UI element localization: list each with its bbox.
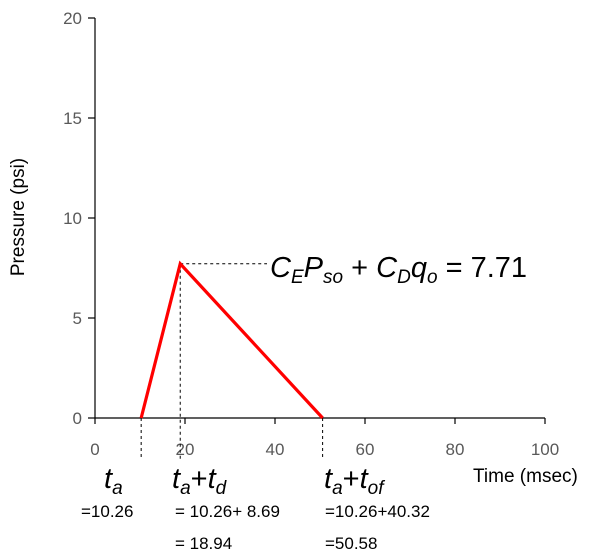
annotation-symbol: o xyxy=(427,267,438,288)
y-tick-label: 15 xyxy=(63,109,82,128)
tof-value-line-2: =50.58 xyxy=(325,534,377,553)
annotation-symbol: + xyxy=(191,463,208,495)
ta-value-line-1: =10.26 xyxy=(81,502,133,521)
x-tick-label: 60 xyxy=(356,440,375,459)
annotation-symbol: C xyxy=(376,252,398,284)
annotation-symbol: a xyxy=(180,478,191,499)
y-tick-label: 10 xyxy=(63,209,82,228)
x-tick-label: 20 xyxy=(176,440,195,459)
ta-annotation-label: ta xyxy=(104,463,123,499)
tof-annotation-label: ta+tof xyxy=(324,463,385,499)
x-tick-label: 0 xyxy=(90,440,99,459)
annotation-symbol: t xyxy=(324,463,334,495)
annotation-symbol: of xyxy=(368,478,386,499)
x-axis-title: Time (msec) xyxy=(473,466,578,487)
annotation-symbol: a xyxy=(112,478,123,499)
y-axis-title: Pressure (psi) xyxy=(8,158,29,276)
x-tick-label: 40 xyxy=(266,440,285,459)
y-axis-ticks: 0 5 10 15 20 xyxy=(63,9,95,428)
y-tick-label: 20 xyxy=(63,9,82,28)
annotation-symbol: + xyxy=(343,252,376,284)
tof-value-line-1: =10.26+40.32 xyxy=(325,502,430,521)
annotation-symbol: so xyxy=(323,267,343,288)
y-tick-label: 5 xyxy=(73,309,82,328)
annotation-symbol: a xyxy=(332,478,343,499)
x-axis-ticks: 0 20 40 60 80 100 xyxy=(90,418,559,459)
annotation-symbol: + xyxy=(343,463,360,495)
annotation-symbol: d xyxy=(216,478,228,499)
x-tick-label: 80 xyxy=(446,440,465,459)
x-tick-label: 100 xyxy=(531,440,559,459)
annotation-symbol: t xyxy=(172,463,182,495)
annotation-symbol: P xyxy=(304,252,324,284)
annotation-symbol: = 7.71 xyxy=(438,252,528,284)
annotation-symbol: q xyxy=(411,252,427,284)
annotation-symbol: E xyxy=(291,267,304,288)
annotation-guides xyxy=(140,263,324,460)
annotation-symbol: t xyxy=(360,463,370,495)
annotation-symbol: t xyxy=(208,463,218,495)
td-value-line-1: = 10.26+ 8.69 xyxy=(175,502,280,521)
annotation-symbol: D xyxy=(397,267,411,288)
annotation-symbol: C xyxy=(270,252,292,284)
td-value-line-2: = 18.94 xyxy=(175,534,232,553)
td-annotation-label: ta+td xyxy=(172,463,228,499)
peak-annotation-label: CEPso + CDqo = 7.71 xyxy=(270,252,527,288)
y-tick-label: 0 xyxy=(73,409,82,428)
series-group xyxy=(139,260,324,420)
annotation-symbol: t xyxy=(104,463,114,495)
